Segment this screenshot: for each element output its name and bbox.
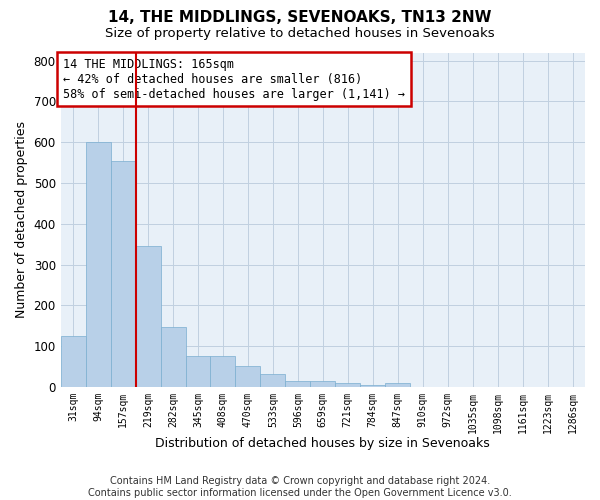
Bar	[185, 356, 211, 387]
Text: Size of property relative to detached houses in Sevenoaks: Size of property relative to detached ho…	[105, 28, 495, 40]
Bar	[86, 142, 110, 387]
Text: 14, THE MIDDLINGS, SEVENOAKS, TN13 2NW: 14, THE MIDDLINGS, SEVENOAKS, TN13 2NW	[108, 10, 492, 25]
Bar	[211, 356, 235, 387]
Bar	[61, 336, 86, 387]
Bar	[310, 380, 335, 387]
X-axis label: Distribution of detached houses by size in Sevenoaks: Distribution of detached houses by size …	[155, 437, 490, 450]
Text: 14 THE MIDDLINGS: 165sqm
← 42% of detached houses are smaller (816)
58% of semi-: 14 THE MIDDLINGS: 165sqm ← 42% of detach…	[63, 58, 405, 100]
Bar	[286, 380, 310, 387]
Bar	[360, 385, 385, 387]
Bar	[385, 383, 410, 387]
Y-axis label: Number of detached properties: Number of detached properties	[15, 121, 28, 318]
Bar	[260, 374, 286, 387]
Bar	[110, 160, 136, 387]
Bar	[136, 246, 161, 387]
Bar	[335, 383, 360, 387]
Bar	[161, 326, 185, 387]
Bar	[235, 366, 260, 387]
Text: Contains HM Land Registry data © Crown copyright and database right 2024.
Contai: Contains HM Land Registry data © Crown c…	[88, 476, 512, 498]
